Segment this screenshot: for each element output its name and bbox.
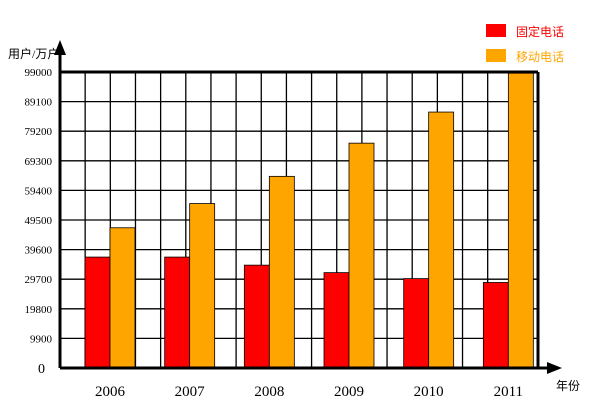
x-axis-title: 年份 <box>556 379 580 393</box>
x-tick-label: 2010 <box>414 384 444 400</box>
bar-mobile-phone <box>268 175 295 369</box>
x-tick-labels: 2006 2007 2008 2009 2010 2011 <box>95 384 523 400</box>
y-tick-label: 79200 <box>25 126 53 138</box>
y-tick-label: 69300 <box>25 156 53 168</box>
legend-swatch-fixed <box>486 24 506 37</box>
y-tick-label: 29700 <box>25 274 53 286</box>
x-tick-label: 2007 <box>175 384 206 400</box>
bar-mobile-phone <box>109 227 136 369</box>
bar-fixed-phone <box>323 272 350 369</box>
y-tick-label: 59400 <box>25 185 53 197</box>
bar-fixed-phone <box>243 264 270 369</box>
y-tick-label: 0 <box>38 362 45 377</box>
bars <box>84 72 534 369</box>
bar-fixed-phone <box>84 256 111 369</box>
y-tick-label: 89100 <box>25 97 53 109</box>
x-tick-label: 2011 <box>494 384 523 400</box>
y-tick-label: 49500 <box>25 215 53 227</box>
bar-mobile-phone <box>507 72 534 369</box>
y-tick-labels: 0 9900 19800 29700 39600 49500 59400 69300 79200… <box>25 67 53 377</box>
bar-mobile-phone <box>428 111 455 369</box>
legend-swatch-mobile <box>486 49 506 62</box>
axes <box>54 40 562 374</box>
bar-mobile-phone <box>189 203 216 369</box>
x-tick-label: 2009 <box>334 384 364 400</box>
bar-fixed-phone <box>164 256 191 369</box>
bar-mobile-phone <box>348 142 375 369</box>
legend: 固定电话 移动电话 <box>486 24 564 64</box>
x-tick-label: 2008 <box>254 384 284 400</box>
y-tick-label: 39600 <box>25 245 53 257</box>
y-axis-arrow <box>54 40 66 55</box>
y-tick-label: 19800 <box>25 304 53 316</box>
legend-label-fixed: 固定电话 <box>516 24 564 39</box>
bar-fixed-phone <box>482 282 509 369</box>
legend-label-mobile: 移动电话 <box>516 50 564 64</box>
y-tick-label: 99000 <box>25 67 53 79</box>
bar-fixed-phone <box>403 278 430 369</box>
y-axis-title: 用户/万户 <box>8 46 59 61</box>
x-axis-arrow <box>547 362 562 374</box>
y-tick-label: 9900 <box>30 333 53 345</box>
x-tick-label: 2006 <box>95 384 126 400</box>
